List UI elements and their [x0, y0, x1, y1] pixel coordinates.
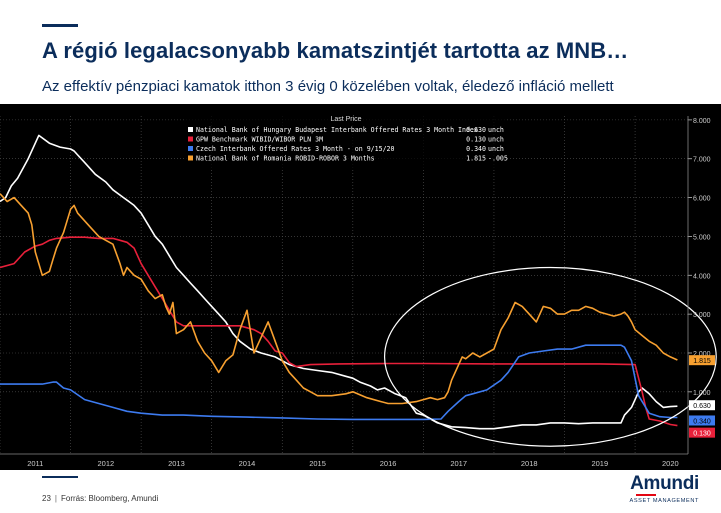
legend-value: 0.340	[466, 145, 486, 153]
x-tick-label: 2019	[591, 459, 608, 468]
slide-title: A régió legalacsonyabb kamatszintjét tar…	[42, 38, 629, 63]
legend-change: unch	[488, 145, 504, 153]
legend-swatch	[188, 155, 193, 161]
legend-label: National Bank of Hungary Budapest Interb…	[196, 126, 478, 134]
last-value-tag	[689, 400, 715, 411]
y-tick-label: 7.000	[693, 157, 711, 164]
last-value-tags: 1.815 0.630 0.340 0.130	[689, 355, 715, 438]
x-tick-label: 2011	[27, 459, 43, 468]
last-value-tag	[689, 355, 715, 366]
x-tick-label: 2018	[521, 459, 538, 468]
x-tick-label: 2016	[380, 459, 397, 468]
series-line-czech-pribor	[0, 344, 678, 421]
last-value-tag-label: 0.130	[693, 431, 711, 438]
legend-change: -.005	[488, 155, 508, 163]
highlight-ellipse-group	[383, 266, 717, 447]
y-tick-label: 1.000	[693, 390, 711, 397]
legend-change: unch	[488, 126, 504, 134]
x-tick-label: 2012	[98, 459, 115, 468]
legend-swatch	[188, 136, 193, 142]
last-value-tag	[689, 415, 715, 426]
source-note: Forrás: Bloomberg, Amundi	[60, 494, 159, 503]
logo-wordmark: Amundi	[630, 473, 699, 494]
page-number: 23	[42, 494, 51, 503]
chart-legend: Last Price National Bank of Hungary Budap…	[186, 112, 508, 170]
x-tick-label: 2015	[309, 459, 326, 468]
legend-value: 0.130	[466, 136, 486, 144]
legend-value: 1.815	[466, 155, 486, 163]
x-tick-label: 2020	[662, 459, 679, 468]
highlight-ellipse	[383, 266, 717, 447]
legend-heading: Last Price	[330, 116, 361, 123]
series-line-hungary-bubor	[0, 134, 678, 430]
chart-grid	[0, 116, 688, 454]
y-tick-label: 3.000	[693, 312, 711, 319]
legend-value: 0.630	[466, 126, 486, 134]
chart-series-group	[0, 134, 678, 430]
legend-swatch	[188, 146, 193, 151]
legend-label: GPW Benchmark WIBID/WIBOR PLN 3M	[196, 136, 323, 144]
x-tick-label: 2014	[239, 459, 256, 468]
series-line-poland-wibor	[0, 236, 678, 427]
y-tick-label: 6.000	[693, 196, 711, 203]
last-value-tag-label: 1.815	[693, 358, 711, 365]
footer-separator: |	[54, 494, 57, 503]
y-tick-label: 2.000	[693, 351, 711, 358]
logo-tagline: ASSET MANAGEMENT	[629, 498, 699, 504]
x-tick-label: 2017	[450, 459, 467, 468]
y-tick-label: 4.000	[693, 273, 711, 280]
chart-svg: 1.000 2.000 3.000 4.000 5.000 6.000 7.000 8.000…	[0, 104, 721, 470]
slide-subtitle: Az effektív pénzpiaci kamatok itthon 3 é…	[42, 78, 614, 95]
last-value-tag-label: 0.340	[693, 418, 711, 425]
chart-axes: 1.000 2.000 3.000 4.000 5.000 6.000 7.000 8.000…	[0, 116, 711, 468]
footer-rule	[42, 476, 78, 478]
legend-label: National Bank of Romania ROBID-ROBOR 3 M…	[196, 155, 375, 163]
last-value-tag-label: 0.630	[693, 403, 711, 410]
amundi-logo: Amundi ASSET MANAGEMENT	[629, 473, 700, 505]
title-accent-bar	[42, 24, 78, 27]
y-tick-label: 8.000	[693, 118, 711, 125]
series-line-romania-robor	[0, 193, 678, 405]
legend-box	[186, 112, 506, 170]
logo-underline	[636, 494, 656, 496]
interest-rate-chart: 1.000 2.000 3.000 4.000 5.000 6.000 7.000 8.000…	[0, 104, 721, 470]
legend-change: unch	[488, 136, 504, 144]
last-value-tag	[689, 427, 715, 438]
legend-swatch	[188, 127, 193, 132]
slide-footer: 23 | Forrás: Bloomberg, Amundi	[42, 494, 158, 503]
y-tick-label: 5.000	[693, 234, 711, 241]
x-tick-label: 2013	[168, 459, 185, 468]
legend-label: Czech Interbank Offered Rates 3 Month - …	[196, 145, 395, 153]
